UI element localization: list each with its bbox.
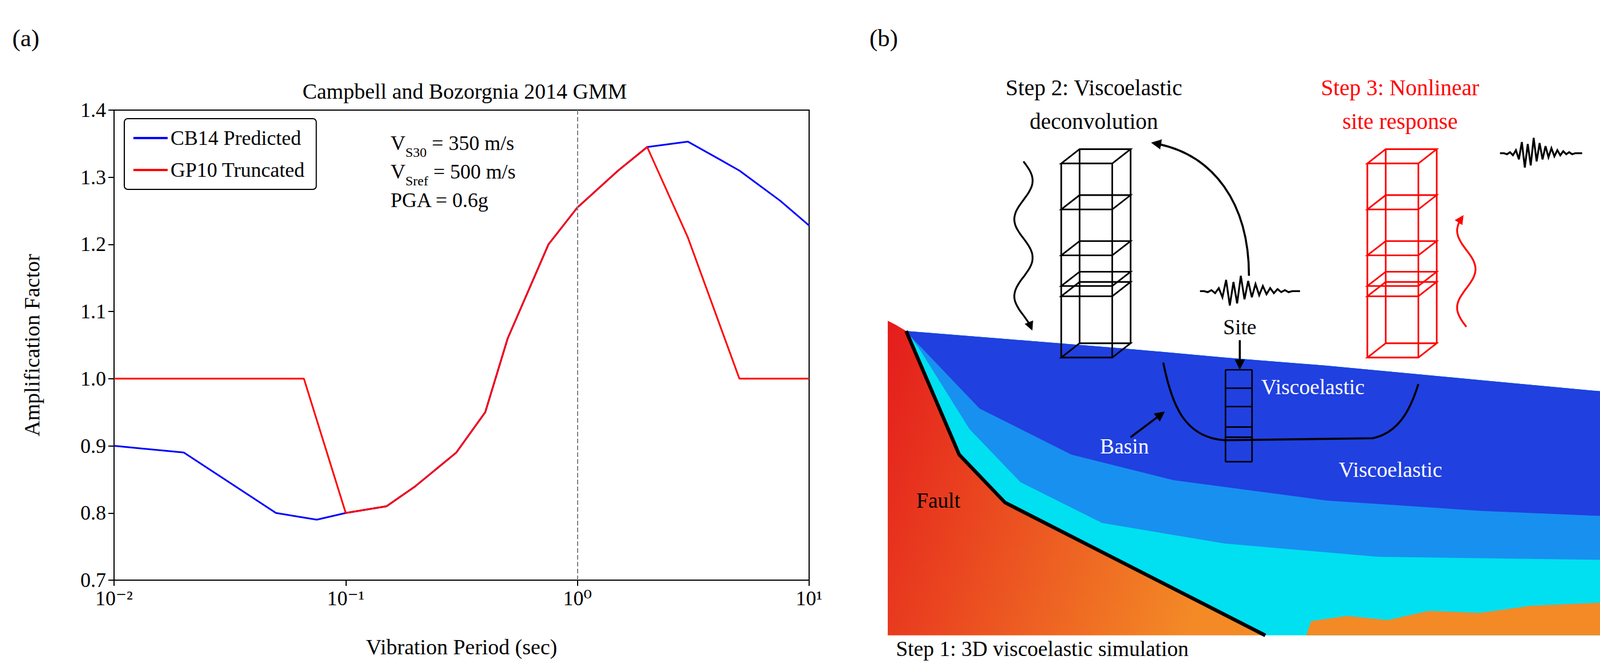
svg-text:V: V: [390, 131, 406, 155]
svg-text:1.2: 1.2: [80, 232, 107, 256]
svg-text:0.8: 0.8: [80, 501, 107, 525]
svg-text:Sref: Sref: [405, 173, 429, 189]
svg-text:= 350 m/s: = 350 m/s: [426, 131, 514, 155]
svg-text:Viscoelastic: Viscoelastic: [1338, 457, 1443, 482]
svg-text:0.9: 0.9: [80, 434, 107, 458]
svg-text:10⁰: 10⁰: [562, 586, 592, 610]
svg-text:Fault: Fault: [916, 488, 961, 513]
svg-text:(a): (a): [11, 24, 40, 52]
svg-text:1.4: 1.4: [80, 98, 107, 122]
svg-text:PGA = 0.6g: PGA = 0.6g: [390, 188, 489, 212]
svg-text:Site: Site: [1223, 315, 1257, 339]
svg-text:V: V: [390, 160, 406, 184]
svg-text:Vibration Period (sec): Vibration Period (sec): [366, 634, 558, 660]
svg-text:site response: site response: [1342, 108, 1458, 134]
svg-text:10⁻¹: 10⁻¹: [326, 586, 365, 610]
svg-text:CB14 Predicted: CB14 Predicted: [170, 126, 302, 150]
svg-text:1.3: 1.3: [80, 165, 107, 189]
svg-text:1.0: 1.0: [80, 367, 107, 391]
svg-text:Amplification Factor: Amplification Factor: [19, 253, 44, 437]
svg-text:1.1: 1.1: [80, 299, 107, 323]
svg-text:Viscoelastic: Viscoelastic: [1261, 375, 1365, 399]
svg-text:10⁻²: 10⁻²: [95, 586, 133, 610]
svg-text:10¹: 10¹: [796, 586, 823, 610]
svg-text:(b): (b): [869, 24, 899, 52]
svg-text:Step 1: 3D viscoelastic simula: Step 1: 3D viscoelastic simulation: [895, 636, 1189, 661]
svg-text:Step 2: Viscoelastic: Step 2: Viscoelastic: [1005, 75, 1183, 101]
svg-text:S30: S30: [405, 144, 427, 160]
svg-text:deconvolution: deconvolution: [1029, 108, 1159, 134]
svg-text:Step 3: Nonlinear: Step 3: Nonlinear: [1320, 75, 1480, 101]
svg-text:Campbell and Bozorgnia 2014 GM: Campbell and Bozorgnia 2014 GMM: [302, 79, 627, 104]
svg-text:GP10 Truncated: GP10 Truncated: [170, 158, 305, 182]
svg-text:0.7: 0.7: [80, 568, 107, 592]
svg-text:Basin: Basin: [1099, 434, 1149, 458]
svg-text:= 500 m/s: = 500 m/s: [428, 160, 516, 184]
